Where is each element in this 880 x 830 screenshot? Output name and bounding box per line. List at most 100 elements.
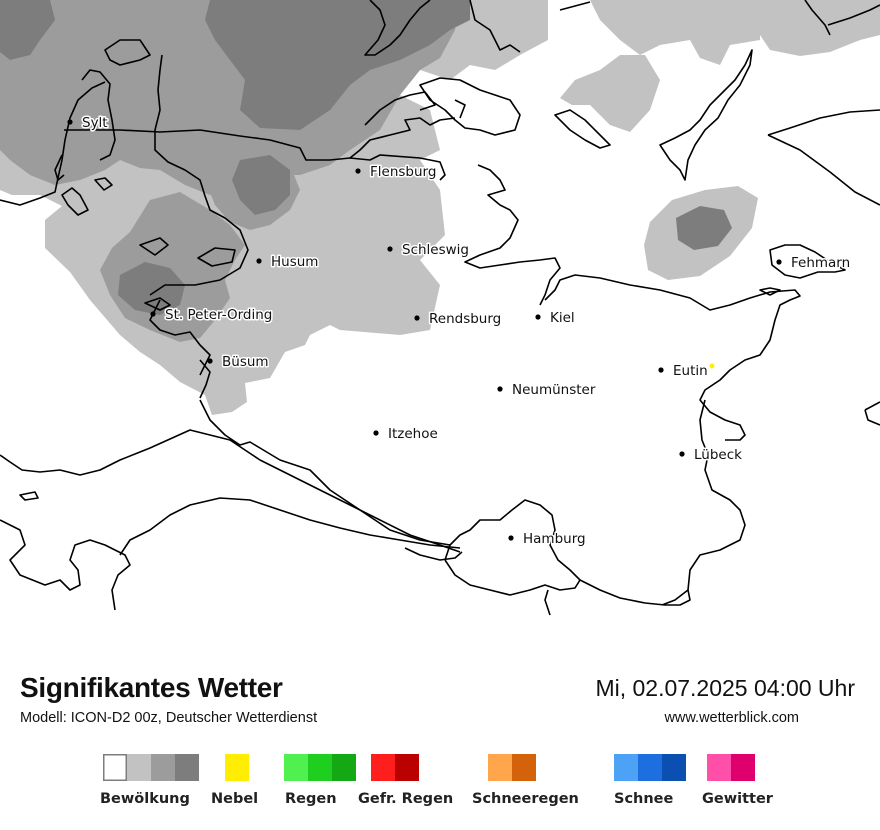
- coastline: [139, 237, 169, 256]
- coastline: [0, 81, 106, 206]
- website-link[interactable]: www.wetterblick.com: [664, 710, 799, 726]
- legend-swatches: [707, 754, 755, 781]
- city-label: Hamburg: [523, 531, 586, 547]
- coastline: [54, 154, 65, 181]
- city-markers: Sylt Flensburg Schleswig Husum St. Peter-Ord…: [67, 114, 852, 549]
- coastline: [454, 99, 466, 119]
- city-dot: [355, 168, 361, 174]
- city-dot: [535, 314, 541, 320]
- cloud-area-dark: [676, 206, 732, 250]
- legend-label: Schnee: [614, 791, 674, 807]
- coastline: [554, 109, 611, 149]
- legend-swatch: [731, 754, 755, 781]
- legend-item: [707, 754, 755, 824]
- city-dot: [658, 367, 664, 373]
- coastline: [464, 164, 561, 306]
- legend-swatch: [332, 754, 356, 781]
- coastline: [579, 579, 691, 606]
- legend-swatch: [395, 754, 419, 781]
- coastline: [659, 49, 753, 181]
- coastline: [144, 297, 171, 311]
- coastline: [544, 589, 551, 616]
- city-dot: [387, 246, 393, 252]
- city-dot: [67, 119, 73, 125]
- legend-swatch: [284, 754, 308, 781]
- coastline: [104, 39, 151, 66]
- legend: Bewölkung Nebel Regen Gefr. Regen Schneerege…: [0, 754, 880, 824]
- city-label: Kiel: [550, 310, 575, 326]
- coastline: [419, 77, 521, 136]
- coastline: [404, 547, 463, 561]
- coastline-layer: [0, 0, 880, 616]
- city-label: Lübeck: [694, 447, 742, 463]
- legend-swatch: [308, 754, 332, 781]
- legend-swatch: [638, 754, 662, 781]
- coastline: [149, 54, 249, 296]
- legend-swatch: [512, 754, 536, 781]
- weather-map: Sylt Flensburg Schleswig Husum St. Peter-Ord…: [0, 0, 880, 616]
- coastline: [197, 247, 236, 267]
- page-title: Signifikantes Wetter: [20, 672, 283, 703]
- legend-swatch: [103, 754, 127, 781]
- coastline: [804, 0, 831, 36]
- legend-swatch: [151, 754, 175, 781]
- legend-swatches: [488, 754, 536, 781]
- fog-spot: [709, 363, 715, 369]
- legend-item: [284, 754, 356, 824]
- coastline: [767, 109, 880, 136]
- legend-swatch: [614, 754, 638, 781]
- cloud-cover-layer: [0, 0, 880, 415]
- model-subtitle: Modell: ICON-D2 00z, Deutscher Wetterdie…: [20, 710, 318, 726]
- legend-label: Regen: [285, 791, 337, 807]
- city-label: Rendsburg: [429, 311, 501, 327]
- city-label: Neumünster: [512, 382, 596, 398]
- city-dot: [207, 358, 213, 364]
- legend-footer: Signifikantes Wetter Modell: ICON-D2 00z…: [0, 648, 880, 830]
- legend-item: [488, 754, 536, 824]
- city-label: Itzehoe: [388, 426, 438, 442]
- city-label: Fehmarn: [791, 255, 850, 271]
- city-label: Flensburg: [370, 164, 436, 180]
- city-label: Schleswig: [402, 242, 469, 258]
- legend-swatches: [371, 754, 419, 781]
- coastline: [199, 399, 451, 546]
- coastline: [769, 244, 846, 279]
- cloud-area-dark: [118, 262, 185, 315]
- coastline: [61, 187, 89, 216]
- coastline: [864, 401, 880, 426]
- legend-item: [371, 754, 419, 824]
- legend-item: [614, 754, 686, 824]
- cloud-area-light: [590, 0, 760, 65]
- city-label: Sylt: [82, 115, 108, 131]
- city-dot: [497, 386, 503, 392]
- legend-swatch: [707, 754, 731, 781]
- city-label: Husum: [271, 254, 318, 270]
- coastline: [19, 491, 39, 501]
- coastline: [364, 0, 431, 56]
- coastline: [469, 0, 591, 53]
- cloud-area-light: [560, 55, 660, 132]
- legend-swatch: [175, 754, 199, 781]
- city-dot: [373, 430, 379, 436]
- legend-swatch: [127, 754, 151, 781]
- legend-swatch: [371, 754, 395, 781]
- coastline: [444, 499, 581, 596]
- city-label: St. Peter-Ording: [165, 307, 272, 323]
- legend-swatch: [225, 754, 249, 781]
- coastline: [81, 69, 116, 161]
- legend-swatches: [284, 754, 356, 781]
- legend-item: [225, 754, 249, 824]
- city-dot: [679, 451, 685, 457]
- city-dot: [256, 258, 262, 264]
- city-label: Büsum: [222, 354, 269, 370]
- legend-label: Nebel: [211, 791, 259, 807]
- city-dot: [414, 315, 420, 321]
- legend-item: [103, 754, 199, 824]
- coastline: [364, 91, 436, 126]
- legend-label: Schneeregen: [472, 791, 579, 807]
- legend-swatch: [488, 754, 512, 781]
- coastline: [0, 429, 461, 553]
- city-dot: [776, 259, 782, 265]
- coastline: [0, 519, 131, 611]
- coastline: [94, 177, 113, 191]
